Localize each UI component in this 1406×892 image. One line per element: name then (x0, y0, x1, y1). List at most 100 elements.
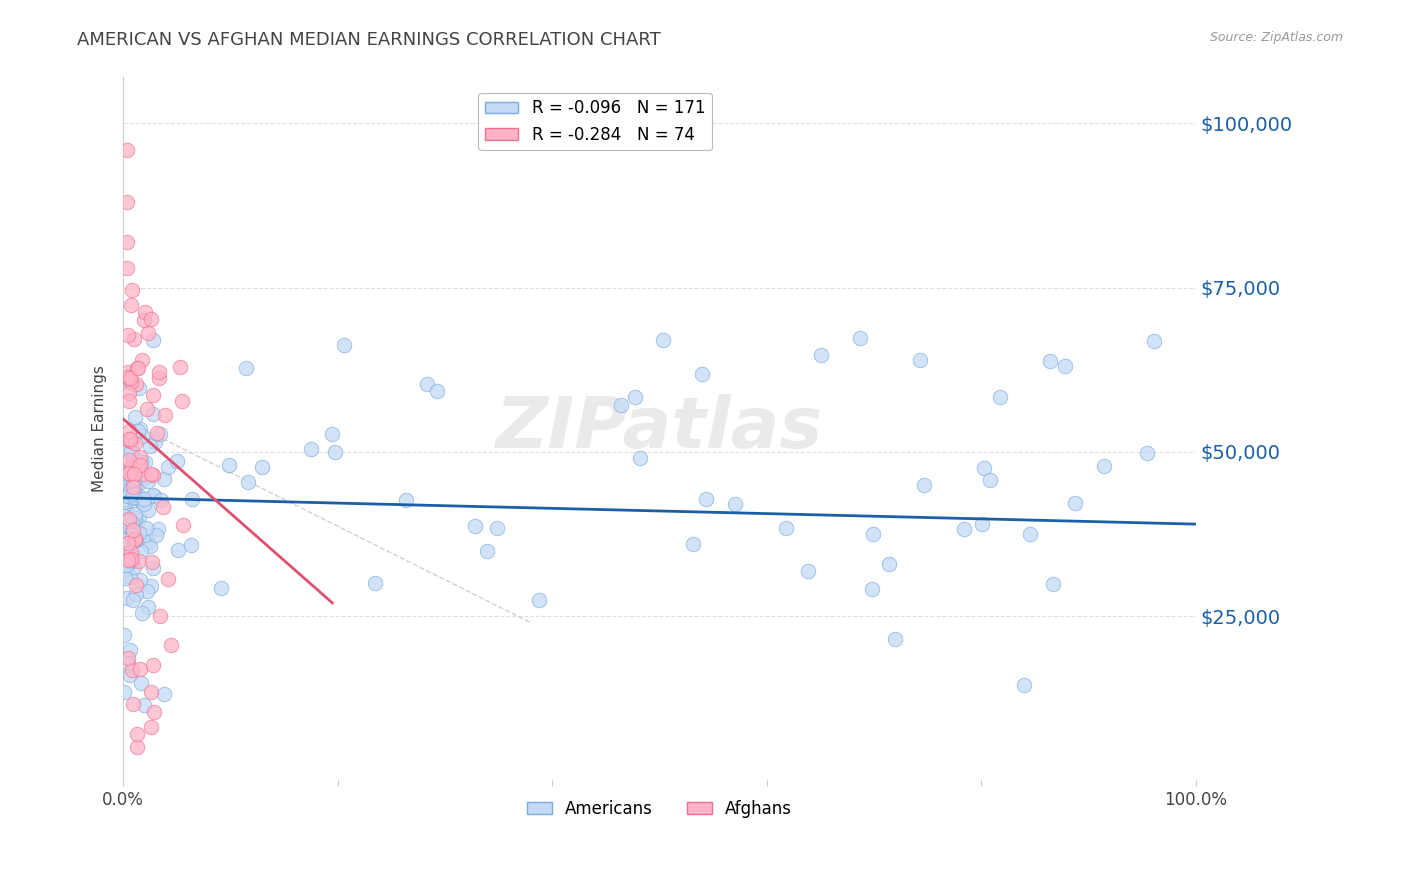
Point (121, 554, 143, 568)
Point (124, 473, 146, 487)
Point (112, 510, 135, 524)
Point (129, 573, 152, 587)
Point (136, 599, 159, 614)
Point (124, 508, 146, 522)
Point (128, 491, 150, 506)
Point (129, 422, 152, 436)
Point (238, 475, 260, 490)
Point (1136, 445, 1159, 459)
Point (912, 478, 935, 492)
Point (129, 458, 152, 472)
Point (148, 371, 170, 385)
Point (464, 519, 486, 533)
Point (136, 535, 159, 549)
Point (112, 508, 135, 523)
Point (121, 472, 143, 486)
Point (114, 469, 136, 483)
Point (132, 491, 155, 506)
Point (136, 474, 159, 488)
Point (117, 260, 139, 275)
Point (117, 656, 139, 670)
Point (139, 439, 162, 453)
Point (117, 365, 139, 379)
Point (122, 490, 145, 504)
Point (124, 512, 146, 526)
Point (128, 381, 150, 395)
Point (860, 582, 883, 596)
Point (121, 474, 143, 488)
Point (112, 558, 135, 572)
Point (1053, 359, 1076, 374)
Point (149, 427, 172, 442)
Point (118, 452, 141, 467)
Point (122, 468, 145, 483)
Point (323, 444, 346, 458)
Point (115, 235, 138, 249)
Point (131, 496, 153, 510)
Point (160, 639, 183, 653)
Point (118, 508, 141, 522)
Point (970, 517, 993, 532)
Point (132, 312, 155, 326)
Point (121, 511, 143, 525)
Point (142, 705, 165, 719)
Point (682, 537, 704, 551)
Point (124, 511, 146, 525)
Point (131, 491, 153, 506)
Point (979, 473, 1001, 487)
Point (120, 376, 142, 390)
Point (129, 455, 152, 469)
Point (139, 539, 162, 553)
Point (152, 500, 174, 515)
Point (131, 429, 153, 443)
Point (849, 331, 872, 345)
Point (117, 536, 139, 550)
Point (127, 459, 149, 474)
Point (127, 360, 149, 375)
Point (120, 552, 142, 566)
Point (129, 676, 152, 690)
Point (321, 427, 343, 442)
Point (134, 470, 156, 484)
Point (121, 464, 143, 478)
Point (131, 352, 153, 367)
Legend: Americans, Afghans: Americans, Afghans (520, 793, 799, 825)
Point (121, 548, 143, 562)
Point (333, 338, 356, 352)
Point (118, 424, 141, 438)
Point (122, 560, 145, 574)
Point (142, 561, 165, 575)
Point (121, 516, 143, 530)
Point (125, 461, 148, 475)
Point (118, 385, 141, 400)
Point (988, 390, 1011, 404)
Point (142, 658, 165, 673)
Point (142, 489, 165, 503)
Point (117, 327, 139, 342)
Point (884, 632, 907, 647)
Point (118, 541, 141, 556)
Point (117, 370, 139, 384)
Point (125, 477, 148, 491)
Point (118, 553, 141, 567)
Point (134, 455, 156, 469)
Point (218, 458, 240, 472)
Point (124, 450, 146, 464)
Point (908, 353, 931, 368)
Point (135, 521, 157, 535)
Point (114, 541, 136, 555)
Point (299, 442, 322, 456)
Point (624, 391, 647, 405)
Point (117, 532, 139, 546)
Point (115, 195, 138, 210)
Point (146, 522, 169, 536)
Point (120, 643, 142, 657)
Point (134, 497, 156, 511)
Point (118, 478, 141, 492)
Point (141, 555, 163, 569)
Point (121, 283, 143, 297)
Point (141, 720, 163, 734)
Point (120, 297, 142, 311)
Point (115, 514, 138, 528)
Point (142, 407, 165, 421)
